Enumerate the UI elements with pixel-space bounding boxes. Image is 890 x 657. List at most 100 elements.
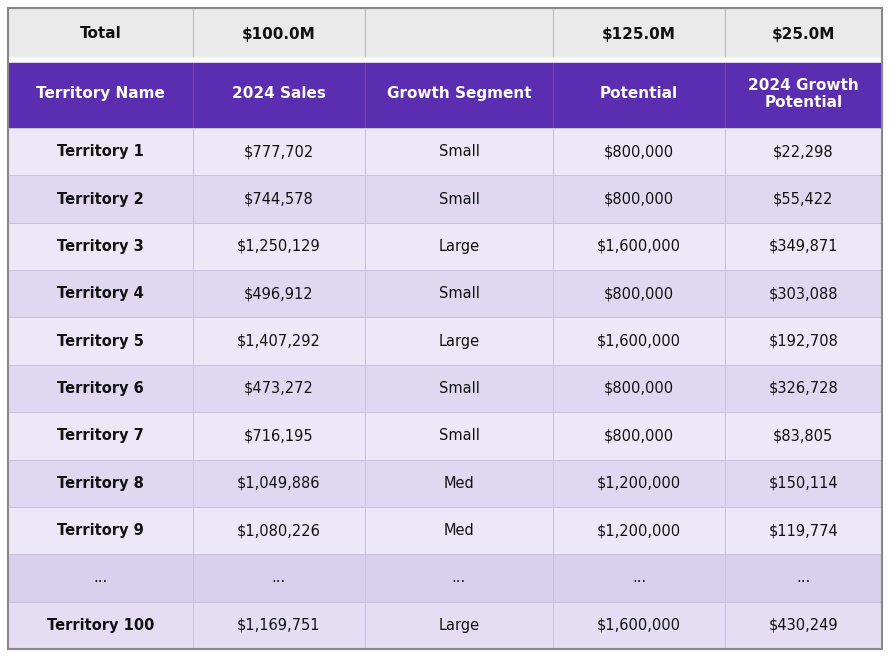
- Text: $1,600,000: $1,600,000: [597, 334, 681, 349]
- Text: $303,088: $303,088: [769, 286, 838, 302]
- Text: $1,200,000: $1,200,000: [597, 523, 681, 538]
- Text: Territory 4: Territory 4: [57, 286, 144, 302]
- Bar: [8, 223, 193, 270]
- Bar: [724, 365, 882, 412]
- Text: Territory 8: Territory 8: [57, 476, 144, 491]
- Bar: [724, 128, 882, 175]
- Bar: [554, 175, 724, 223]
- Bar: [554, 223, 724, 270]
- Bar: [193, 8, 365, 60]
- Text: Small: Small: [439, 144, 480, 159]
- Bar: [724, 459, 882, 507]
- Text: Large: Large: [439, 239, 480, 254]
- Bar: [193, 60, 365, 128]
- Text: Territory 3: Territory 3: [57, 239, 144, 254]
- Text: Territory 100: Territory 100: [47, 618, 154, 633]
- Bar: [554, 8, 724, 60]
- Bar: [724, 555, 882, 602]
- Text: $1,049,886: $1,049,886: [238, 476, 320, 491]
- Bar: [8, 317, 193, 365]
- Text: $800,000: $800,000: [604, 428, 674, 443]
- Bar: [193, 175, 365, 223]
- Bar: [8, 60, 193, 128]
- Text: $800,000: $800,000: [604, 192, 674, 206]
- Bar: [8, 175, 193, 223]
- Text: Med: Med: [443, 476, 474, 491]
- Bar: [365, 223, 554, 270]
- Bar: [365, 365, 554, 412]
- Bar: [554, 507, 724, 555]
- Text: Small: Small: [439, 286, 480, 302]
- Text: $800,000: $800,000: [604, 286, 674, 302]
- Text: $192,708: $192,708: [768, 334, 838, 349]
- Bar: [193, 128, 365, 175]
- Text: Growth Segment: Growth Segment: [386, 87, 531, 101]
- Text: Small: Small: [439, 381, 480, 396]
- Text: $25.0M: $25.0M: [772, 26, 835, 41]
- Text: ...: ...: [632, 570, 646, 585]
- Bar: [554, 459, 724, 507]
- Bar: [365, 412, 554, 459]
- Text: $800,000: $800,000: [604, 144, 674, 159]
- Text: $22,298: $22,298: [773, 144, 834, 159]
- Text: $1,169,751: $1,169,751: [238, 618, 320, 633]
- Text: $800,000: $800,000: [604, 381, 674, 396]
- Text: Large: Large: [439, 618, 480, 633]
- Bar: [365, 128, 554, 175]
- Text: Territory 5: Territory 5: [57, 334, 144, 349]
- Bar: [365, 8, 554, 60]
- Bar: [554, 60, 724, 128]
- Text: $1,600,000: $1,600,000: [597, 239, 681, 254]
- Bar: [193, 223, 365, 270]
- Bar: [8, 8, 193, 60]
- Bar: [554, 270, 724, 317]
- Bar: [8, 128, 193, 175]
- Text: $150,114: $150,114: [769, 476, 838, 491]
- Bar: [365, 602, 554, 649]
- Bar: [8, 412, 193, 459]
- Bar: [8, 365, 193, 412]
- Bar: [724, 270, 882, 317]
- Bar: [724, 8, 882, 60]
- Bar: [8, 459, 193, 507]
- Text: $119,774: $119,774: [768, 523, 838, 538]
- Text: Territory 7: Territory 7: [57, 428, 144, 443]
- Text: Large: Large: [439, 334, 480, 349]
- Text: $1,080,226: $1,080,226: [237, 523, 321, 538]
- Text: $1,407,292: $1,407,292: [237, 334, 321, 349]
- Text: $473,272: $473,272: [244, 381, 314, 396]
- Text: Territory 1: Territory 1: [57, 144, 144, 159]
- Text: $125.0M: $125.0M: [603, 26, 676, 41]
- Bar: [554, 602, 724, 649]
- Text: ...: ...: [271, 570, 286, 585]
- Bar: [724, 412, 882, 459]
- Bar: [554, 365, 724, 412]
- Bar: [724, 60, 882, 128]
- Bar: [724, 602, 882, 649]
- Bar: [193, 412, 365, 459]
- Bar: [365, 459, 554, 507]
- Text: ...: ...: [93, 570, 108, 585]
- Bar: [8, 555, 193, 602]
- Bar: [365, 270, 554, 317]
- Text: ...: ...: [452, 570, 466, 585]
- Bar: [193, 317, 365, 365]
- Bar: [193, 555, 365, 602]
- Bar: [365, 555, 554, 602]
- Bar: [724, 507, 882, 555]
- Bar: [8, 602, 193, 649]
- Text: $777,702: $777,702: [244, 144, 314, 159]
- Bar: [365, 175, 554, 223]
- Bar: [554, 128, 724, 175]
- Text: Small: Small: [439, 192, 480, 206]
- Text: ...: ...: [797, 570, 811, 585]
- Text: $100.0M: $100.0M: [242, 26, 316, 41]
- Text: $326,728: $326,728: [768, 381, 838, 396]
- Text: $744,578: $744,578: [244, 192, 314, 206]
- Bar: [554, 317, 724, 365]
- Text: $83,805: $83,805: [773, 428, 833, 443]
- Text: $496,912: $496,912: [244, 286, 314, 302]
- Bar: [193, 602, 365, 649]
- Text: Territory 9: Territory 9: [57, 523, 144, 538]
- Text: Territory Name: Territory Name: [36, 87, 165, 101]
